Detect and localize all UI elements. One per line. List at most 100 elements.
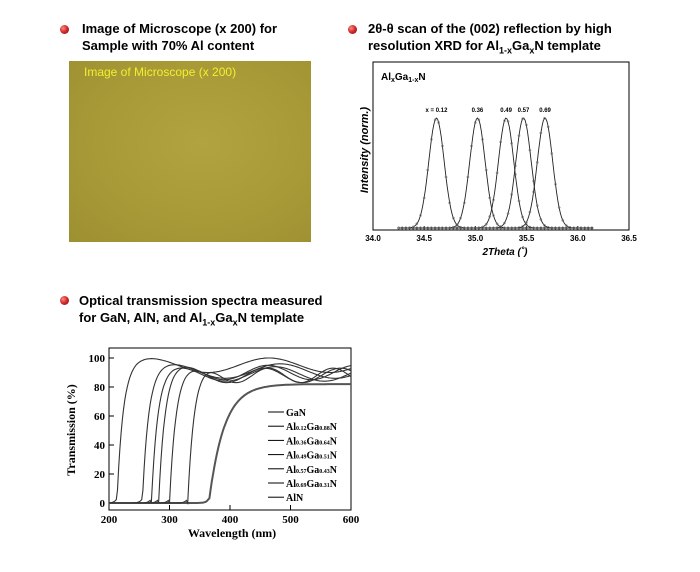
xrd-data-point bbox=[419, 226, 422, 230]
xrd-data-point bbox=[543, 224, 546, 227]
xrd-heading-line2: resolution XRD for Al1-xGaxN template bbox=[368, 38, 601, 56]
xrd-data-point bbox=[488, 226, 492, 230]
xrd-data-point bbox=[528, 210, 532, 214]
legend-label: Al0.49Ga0.51N bbox=[286, 451, 338, 462]
xrd-data-point bbox=[400, 226, 404, 230]
legend-label: GaN bbox=[286, 408, 307, 419]
xrd-data-point bbox=[528, 225, 532, 229]
transmission-y-axis-label: Transmission (%) bbox=[64, 384, 78, 475]
transmission-series-line bbox=[109, 363, 352, 504]
xrd-data-point bbox=[539, 226, 543, 230]
xrd-data-point bbox=[451, 216, 455, 220]
xrd-data-point bbox=[568, 226, 572, 229]
xrd-data-point bbox=[503, 119, 506, 123]
optical-heading: Optical transmission spectra measured fo… bbox=[79, 292, 322, 332]
xrd-x-tick-label: 34.5 bbox=[416, 234, 432, 243]
transmission-x-tick-label: 600 bbox=[343, 514, 360, 526]
transmission-series-line bbox=[108, 357, 352, 504]
microscope-heading-line2: Sample with 70% Al content bbox=[82, 38, 255, 53]
microscope-heading-line1: Image of Microscope (x 200) for bbox=[82, 21, 278, 36]
xrd-x-tick-label: 34.0 bbox=[365, 234, 381, 243]
xrd-data-point bbox=[462, 226, 466, 230]
microscope-caption: Image of Microscope (x 200) bbox=[84, 65, 237, 79]
transmission-x-axis-label: Wavelength (nm) bbox=[188, 526, 276, 540]
xrd-data-point bbox=[586, 226, 590, 230]
xrd-x-tick-label: 35.5 bbox=[519, 234, 535, 243]
xrd-data-point bbox=[451, 226, 455, 230]
transmission-series-line bbox=[109, 364, 352, 504]
xrd-data-point bbox=[532, 190, 535, 194]
xrd-data-point bbox=[484, 226, 488, 230]
xrd-data-point bbox=[492, 198, 495, 202]
xrd-data-point bbox=[524, 226, 528, 230]
xrd-data-point bbox=[539, 218, 543, 221]
xrd-x-tick-label: 36.5 bbox=[621, 234, 637, 243]
xrd-peak-label: 0.49 bbox=[500, 108, 512, 114]
xrd-data-point bbox=[466, 175, 470, 179]
xrd-data-point bbox=[543, 116, 546, 120]
xrd-data-point bbox=[444, 175, 448, 179]
xrd-data-point bbox=[415, 226, 419, 230]
transmission-y-tick-label: 100 bbox=[89, 353, 106, 365]
transmission-x-tick-label: 200 bbox=[101, 514, 118, 526]
xrd-data-point bbox=[448, 226, 452, 230]
xrd-data-point bbox=[459, 226, 462, 230]
xrd-data-point bbox=[543, 226, 546, 230]
legend-label: Al0.12Ga0.88N bbox=[286, 422, 338, 433]
xrd-data-point bbox=[528, 148, 532, 152]
legend-label: Al0.36Ga0.64N bbox=[286, 436, 338, 447]
xrd-data-point bbox=[484, 222, 488, 226]
transmission-y-tick-label: 0 bbox=[100, 498, 106, 510]
xrd-data-point bbox=[455, 226, 459, 230]
xrd-data-point bbox=[495, 222, 499, 226]
xrd-data-point bbox=[550, 152, 554, 155]
xrd-data-point bbox=[532, 226, 535, 230]
xrd-data-point bbox=[441, 226, 444, 230]
xrd-data-point bbox=[481, 138, 484, 141]
legend-label: AlN bbox=[286, 493, 304, 504]
xrd-data-point bbox=[506, 226, 510, 230]
xrd-data-point bbox=[492, 226, 495, 230]
xrd-data-point bbox=[495, 226, 499, 230]
xrd-y-axis-label: Intensity (norm.) bbox=[359, 107, 371, 194]
xrd-data-point bbox=[470, 226, 473, 230]
legend-label: Al0.57Ga0.43N bbox=[286, 465, 338, 476]
bullet-icon bbox=[60, 296, 69, 305]
xrd-data-point bbox=[546, 125, 550, 129]
xrd-data-point bbox=[503, 226, 506, 230]
xrd-heading: 2θ-θ scan of the (002) reflection by hig… bbox=[368, 20, 612, 60]
xrd-data-point bbox=[404, 226, 408, 230]
xrd-data-point bbox=[546, 226, 550, 229]
xrd-peak-label: 0.57 bbox=[518, 108, 530, 114]
xrd-data-point bbox=[535, 226, 539, 230]
optical-heading-line2: for GaN, AlN, and Al1-xGaxN template bbox=[79, 310, 305, 328]
transmission-series-line bbox=[109, 366, 352, 504]
xrd-data-point bbox=[506, 212, 510, 215]
xrd-x-tick-label: 35.0 bbox=[468, 234, 484, 243]
xrd-data-point bbox=[579, 226, 583, 230]
microscope-heading: Image of Microscope (x 200) for Sample w… bbox=[82, 20, 277, 54]
xrd-data-point bbox=[583, 226, 586, 230]
xrd-data-point bbox=[539, 131, 543, 135]
transmission-x-tick-label: 400 bbox=[222, 514, 239, 526]
transmission-y-tick-label: 40 bbox=[94, 440, 106, 452]
xrd-data-point bbox=[466, 226, 470, 230]
xrd-data-point bbox=[565, 224, 568, 228]
xrd-data-point bbox=[455, 223, 459, 227]
xrd-data-point bbox=[477, 118, 481, 122]
xrd-data-point bbox=[444, 226, 448, 230]
xrd-data-point bbox=[408, 226, 411, 230]
xrd-data-point bbox=[426, 168, 430, 172]
xrd-data-point bbox=[499, 140, 503, 144]
xrd-data-point bbox=[422, 196, 426, 200]
xrd-data-point bbox=[557, 206, 561, 209]
xrd-data-point bbox=[419, 214, 422, 217]
xrd-data-point bbox=[481, 226, 484, 230]
xrd-x-tick-label: 36.0 bbox=[570, 234, 586, 243]
xrd-plot-frame bbox=[372, 61, 630, 231]
xrd-data-point bbox=[503, 221, 506, 225]
xrd-data-point bbox=[572, 226, 576, 230]
xrd-data-point bbox=[535, 161, 539, 164]
xrd-data-point bbox=[590, 226, 594, 230]
